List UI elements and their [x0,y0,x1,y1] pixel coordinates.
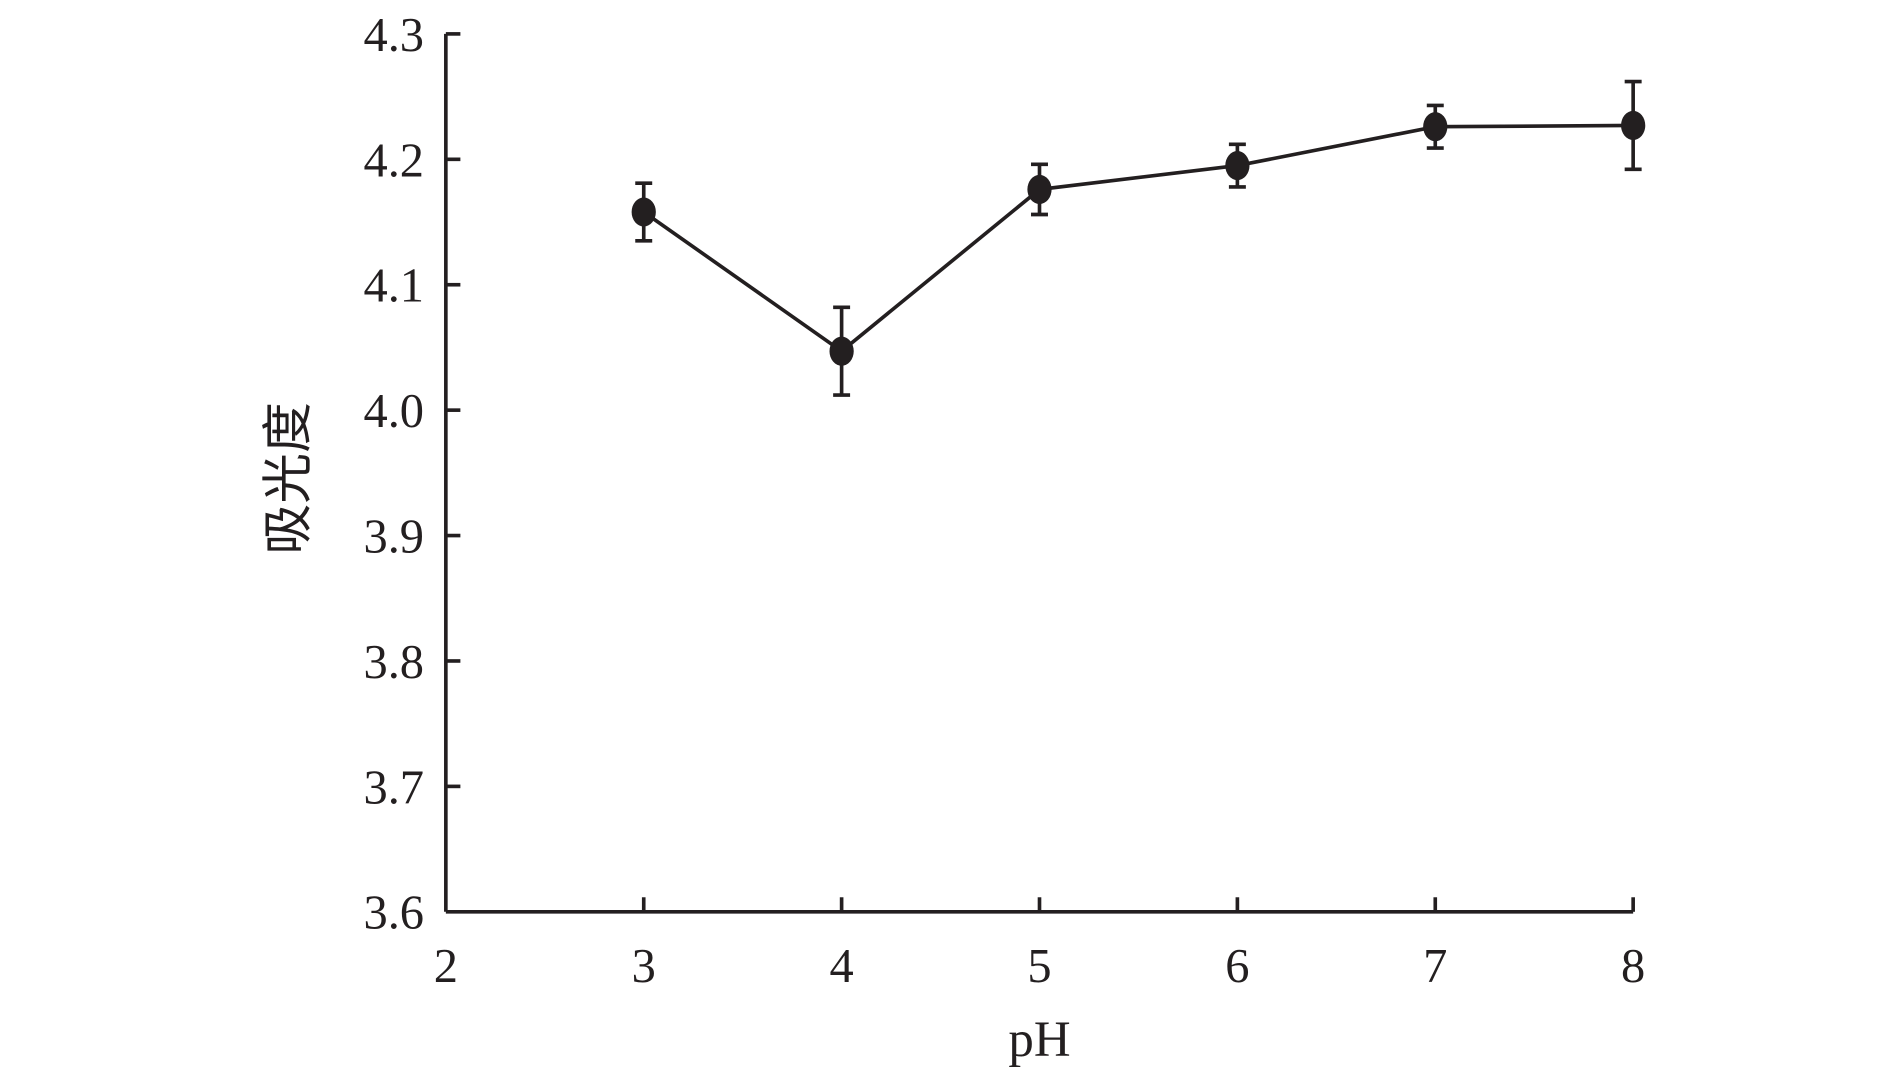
data-point [1621,110,1646,140]
x-tick-label: 7 [1423,940,1447,993]
y-tick-label: 4.2 [363,134,424,187]
y-tick-label: 3.8 [363,636,424,689]
y-axis-title: 吸光度 [261,402,317,555]
x-tick-label: 5 [1027,940,1051,993]
data-point [631,197,656,227]
data-point [829,336,854,366]
y-tick-label: 4.3 [363,9,424,62]
y-tick-label: 3.7 [363,761,424,814]
y-tick-label: 4.0 [363,385,424,438]
x-tick-label: 3 [632,940,656,993]
x-tick-label: 8 [1621,940,1645,993]
x-tick-label: 2 [434,940,458,993]
data-marks [631,79,1646,397]
y-tick-label: 4.1 [363,260,424,313]
data-point [1423,112,1448,142]
x-tick-label: 4 [830,940,854,993]
data-point [1225,151,1250,181]
x-tick-label: 6 [1225,940,1249,993]
axes: 2 3 4 5 6 7 8 3.6 3.7 3.8 3.9 4.0 4.1 4.2 4.3 [363,9,1645,993]
series-line [642,123,1634,354]
data-point [1027,174,1052,204]
x-axis-title: pH [1008,1012,1070,1068]
y-tick-label: 3.6 [363,887,424,940]
y-tick-label: 3.9 [363,511,424,564]
